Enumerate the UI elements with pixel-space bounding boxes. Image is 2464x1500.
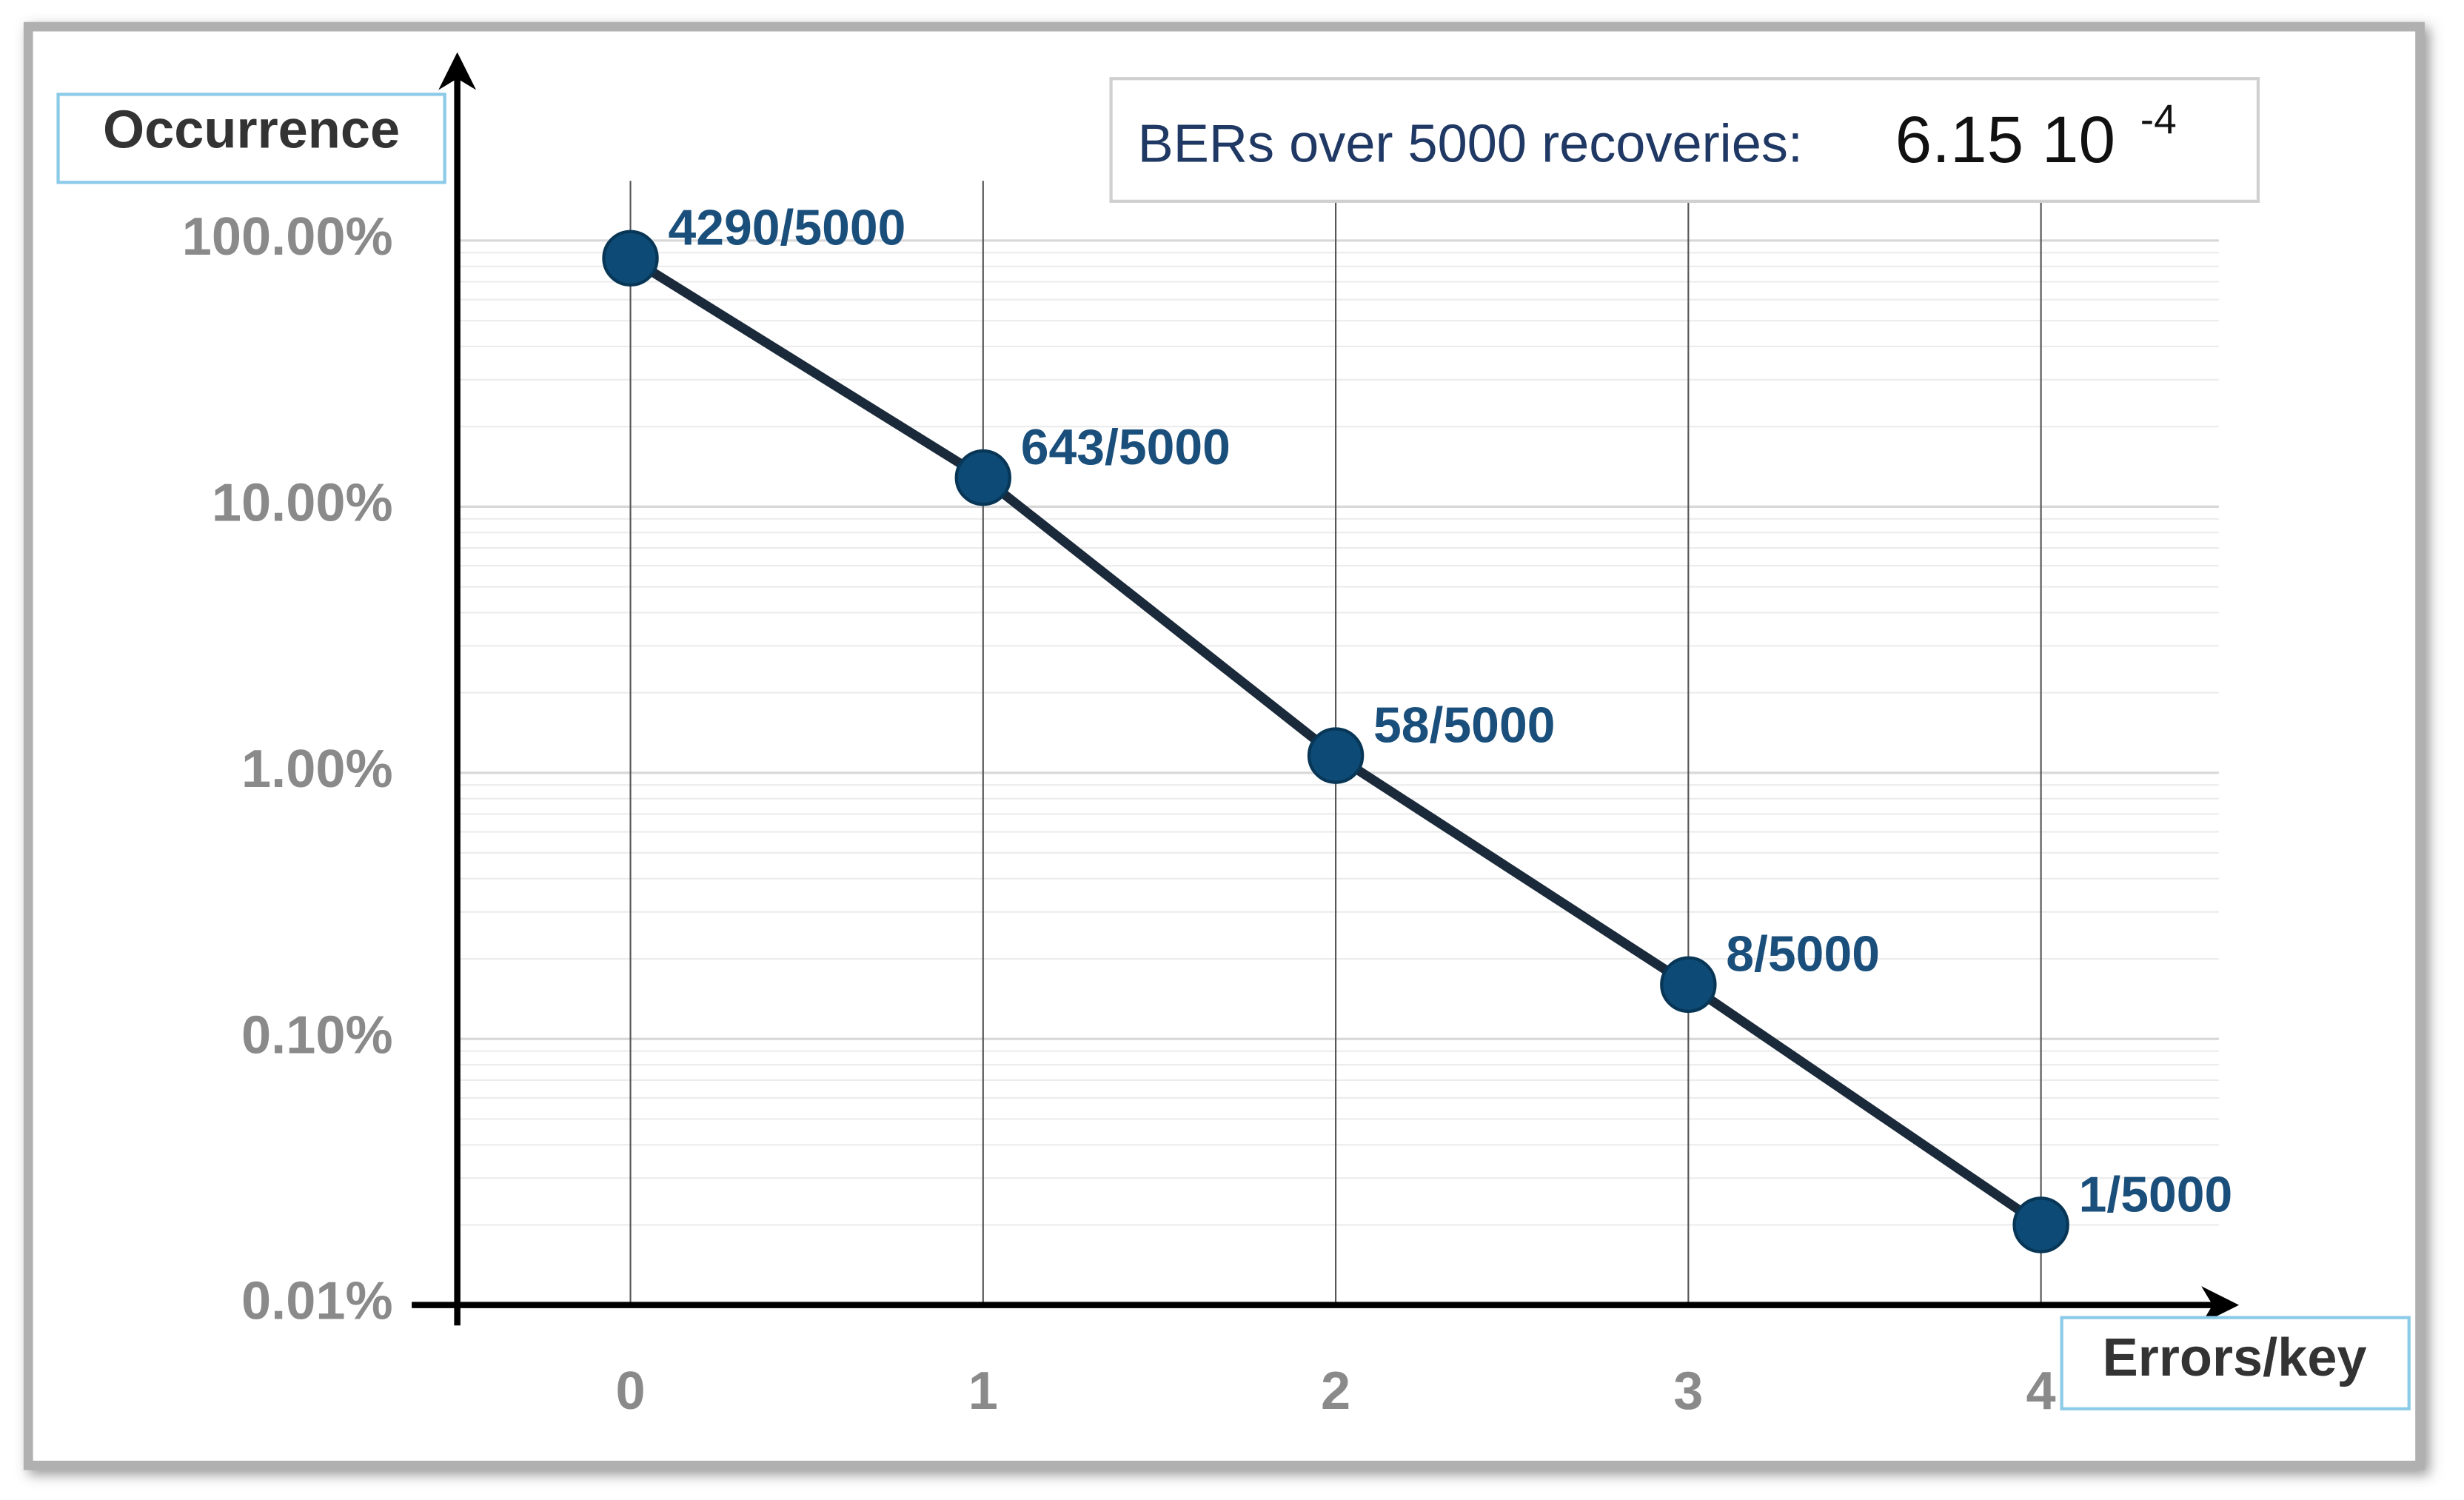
data-label: 643/5000 bbox=[1021, 420, 1231, 475]
y-tick-label: 100.00% bbox=[182, 207, 393, 267]
x-tick-label: 0 bbox=[615, 1362, 645, 1421]
y-tick-label: 1.00% bbox=[241, 740, 393, 799]
x-tick-label: 1 bbox=[968, 1362, 998, 1421]
data-label: 58/5000 bbox=[1373, 697, 1555, 753]
y-label-box bbox=[56, 93, 446, 184]
plot: 4290/5000 643/5000 58/5000 8/5000 1/5000 bbox=[602, 201, 2233, 1253]
annotation: BERs over 5000 recoveries: bbox=[1138, 115, 1803, 174]
annotation-value: 6.15 10 bbox=[1895, 102, 2115, 176]
annotation-exponent: -4 bbox=[2140, 96, 2177, 142]
data-label: 4290/5000 bbox=[668, 201, 905, 256]
data-label: 1/5000 bbox=[2079, 1167, 2233, 1222]
data-point bbox=[1307, 727, 1365, 784]
x-tick-label: 4 bbox=[2026, 1362, 2056, 1421]
annotation-box bbox=[1109, 77, 2260, 203]
data-point bbox=[1660, 956, 1717, 1014]
x-label-box bbox=[2060, 1316, 2411, 1410]
y-tick-label: 0.01% bbox=[241, 1272, 393, 1331]
y-axis-label: Occurrence bbox=[103, 101, 400, 160]
data-point bbox=[954, 449, 1012, 506]
data-label: 8/5000 bbox=[1726, 927, 1880, 982]
x-tick-label: 3 bbox=[1673, 1362, 1703, 1421]
y-tick-label: 0.10% bbox=[241, 1005, 393, 1065]
data-point bbox=[2012, 1196, 2069, 1253]
x-axis-label: Errors/key bbox=[2103, 1328, 2367, 1387]
y-tick-label: 10.00% bbox=[212, 473, 393, 532]
data-point bbox=[602, 230, 659, 287]
x-tick-label: 2 bbox=[1321, 1362, 1350, 1421]
